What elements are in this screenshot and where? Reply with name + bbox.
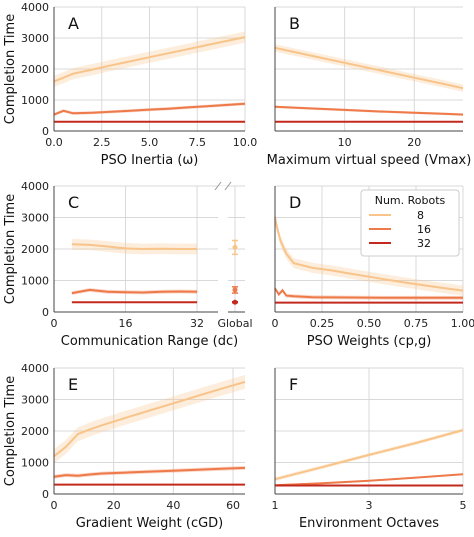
- x-axis-label: PSO Weights (cp,g): [307, 334, 432, 349]
- x-tick-label: 0.0: [45, 136, 63, 149]
- series-line-16: [53, 102, 246, 116]
- y-tick-label: 3000: [21, 32, 49, 45]
- global-point-8: [232, 244, 238, 250]
- panel-label: D: [289, 193, 301, 212]
- panel-b: 10 20 Maximum virtual speed (Vmax) B: [267, 6, 472, 168]
- y-tick-label: 0: [42, 125, 49, 138]
- series-line-8: [274, 217, 464, 292]
- x-tick-label: 1: [272, 499, 279, 512]
- y-axis-label: Completion Time: [3, 14, 18, 124]
- x-tick-label: 7.5: [189, 136, 207, 149]
- panel-c: 0 1000 2000 3000 4000 0 16 32 Global Communicatio…: [3, 180, 253, 349]
- panel-label: F: [289, 375, 298, 394]
- y-tick-label: 4000: [21, 362, 49, 375]
- x-tick-label: 20: [107, 499, 121, 512]
- x-tick-label: 0.75: [404, 317, 429, 330]
- panel-a: 0 1000 2000 3000 4000 0.0 2.5 5.0 7.5 10.0 PSO Ine…: [3, 1, 257, 168]
- x-axis-label: Communication Range (dc): [61, 334, 238, 349]
- series-line-16: [53, 466, 246, 478]
- global-point-16: [232, 287, 238, 293]
- y-tick-label: 4000: [21, 180, 49, 193]
- x-tick-label: 3: [366, 499, 373, 512]
- x-axis-label: PSO Inertia (ω): [101, 153, 199, 168]
- global-point-32: [232, 299, 238, 305]
- panel-label: E: [68, 375, 78, 394]
- x-tick-label: 0.50: [357, 317, 382, 330]
- x-axis-label: Gradient Weight (cGD): [76, 516, 224, 531]
- x-tick-label: 60: [226, 499, 240, 512]
- legend-label-32: 32: [417, 237, 431, 250]
- x-tick-label: 10.0: [233, 136, 258, 149]
- y-tick-label: 0: [42, 306, 49, 319]
- panel-label: A: [68, 14, 79, 33]
- series-line-16: [274, 287, 463, 299]
- x-tick-label: 16: [119, 317, 133, 330]
- axis-break-mark: [214, 181, 222, 191]
- series-line-8: [274, 46, 464, 90]
- y-tick-label: 2000: [21, 425, 49, 438]
- panel-f: 1 3 5 Environment Octaves F: [272, 367, 467, 531]
- x-axis-label: Environment Octaves: [299, 516, 439, 531]
- x-tick-label: 5: [460, 499, 467, 512]
- x-tick-label: 2.5: [93, 136, 111, 149]
- x-tick-label: 32: [190, 317, 204, 330]
- x-tick-label: 5.0: [141, 136, 159, 149]
- x-tick-label: 10: [338, 136, 352, 149]
- x-tick-label: 40: [166, 499, 180, 512]
- x-axis-label: Maximum virtual speed (Vmax): [267, 153, 472, 168]
- series-line-16: [274, 473, 464, 487]
- x-tick-label: 1.00: [451, 317, 474, 330]
- series-line-8: [274, 429, 464, 481]
- y-tick-label: 3000: [21, 394, 49, 407]
- y-tick-label: 0: [42, 488, 49, 501]
- x-tick-label-global: Global: [217, 317, 252, 330]
- panel-d: 0 0.25 0.50 0.75 1.00 PSO Weights (cp,g) D Num.…: [272, 185, 474, 349]
- series-line-8: [71, 243, 198, 251]
- x-tick-label: 20: [407, 136, 421, 149]
- series-line-8: [53, 380, 246, 457]
- series-line-16: [274, 105, 464, 116]
- y-axis-label: Completion Time: [3, 376, 18, 486]
- x-tick-label: 0: [51, 499, 58, 512]
- y-axis-label: Completion Time: [3, 194, 18, 304]
- y-tick-label: 2000: [21, 243, 49, 256]
- axis-break-gap: [218, 186, 228, 314]
- series-line-8: [53, 36, 246, 83]
- legend-label-8: 8: [417, 209, 424, 222]
- panel-label: C: [68, 193, 79, 212]
- series-line-16: [71, 288, 198, 295]
- legend-box: [360, 189, 460, 257]
- axis-break-mark: [224, 181, 232, 191]
- y-tick-label: 4000: [21, 1, 49, 14]
- legend-label-16: 16: [417, 223, 431, 236]
- x-tick-label: 0: [272, 317, 279, 330]
- y-tick-label: 1000: [21, 94, 49, 107]
- y-tick-label: 3000: [21, 212, 49, 225]
- y-tick-label: 2000: [21, 63, 49, 76]
- y-tick-label: 1000: [21, 275, 49, 288]
- x-tick-label: 0: [51, 317, 58, 330]
- confidence-band-8: [71, 238, 198, 255]
- x-tick-label: 0.25: [310, 317, 335, 330]
- y-tick-label: 1000: [21, 457, 49, 470]
- panel-label: B: [289, 14, 300, 33]
- confidence-band-8: [54, 31, 245, 87]
- legend-title: Num. Robots: [375, 194, 446, 207]
